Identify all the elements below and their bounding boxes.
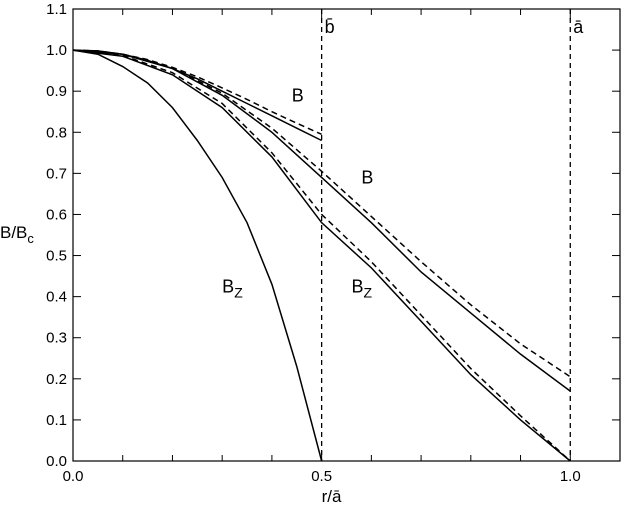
y-tick-label: 0.0: [46, 453, 67, 470]
line: [72, 49, 571, 462]
annotation-text: B: [351, 277, 363, 297]
y-tick-label: 0.1: [46, 412, 67, 429]
annotation: BZ: [222, 277, 243, 301]
x-tick-label: 1.0: [560, 468, 581, 485]
y-tick-label: 0.2: [46, 371, 67, 388]
annotation: B: [361, 168, 373, 188]
y-axis-label: B/Bc: [0, 223, 34, 246]
plot-frame: [72, 8, 621, 462]
y-tick-label: 0.6: [46, 206, 67, 223]
y-tick-label: 1.0: [46, 42, 67, 59]
y-axis-label-text: B/B: [0, 223, 27, 242]
x-tick-label: 0.0: [63, 468, 84, 485]
line: [72, 49, 323, 462]
annotation: BZ: [351, 277, 372, 301]
line: [72, 49, 322, 142]
y-tick-label: 0.7: [46, 165, 67, 182]
y-tick-label: 0.9: [46, 83, 67, 100]
annotation-text: B: [361, 168, 373, 188]
y-tick-label: 0.5: [46, 248, 67, 265]
annotation-text: B: [292, 85, 304, 105]
line: [72, 49, 571, 378]
x-tick-label: 0.5: [311, 468, 332, 485]
annotation-text: B: [222, 277, 234, 297]
y-tick-label: 0.4: [46, 289, 67, 306]
x-axis-label: r/ā: [322, 487, 342, 506]
y-tick-label: 0.3: [46, 330, 67, 347]
y-tick-label: 0.8: [46, 124, 67, 141]
line: [72, 49, 571, 462]
reference-label: ā: [573, 17, 584, 37]
annotation-sub: Z: [363, 285, 372, 301]
y-tick-label: 1.1: [46, 1, 67, 18]
annotation: B: [292, 85, 304, 105]
annotation-sub: Z: [234, 285, 243, 301]
y-axis-label-sub: c: [27, 231, 34, 246]
reference-label: b̄: [325, 17, 335, 37]
